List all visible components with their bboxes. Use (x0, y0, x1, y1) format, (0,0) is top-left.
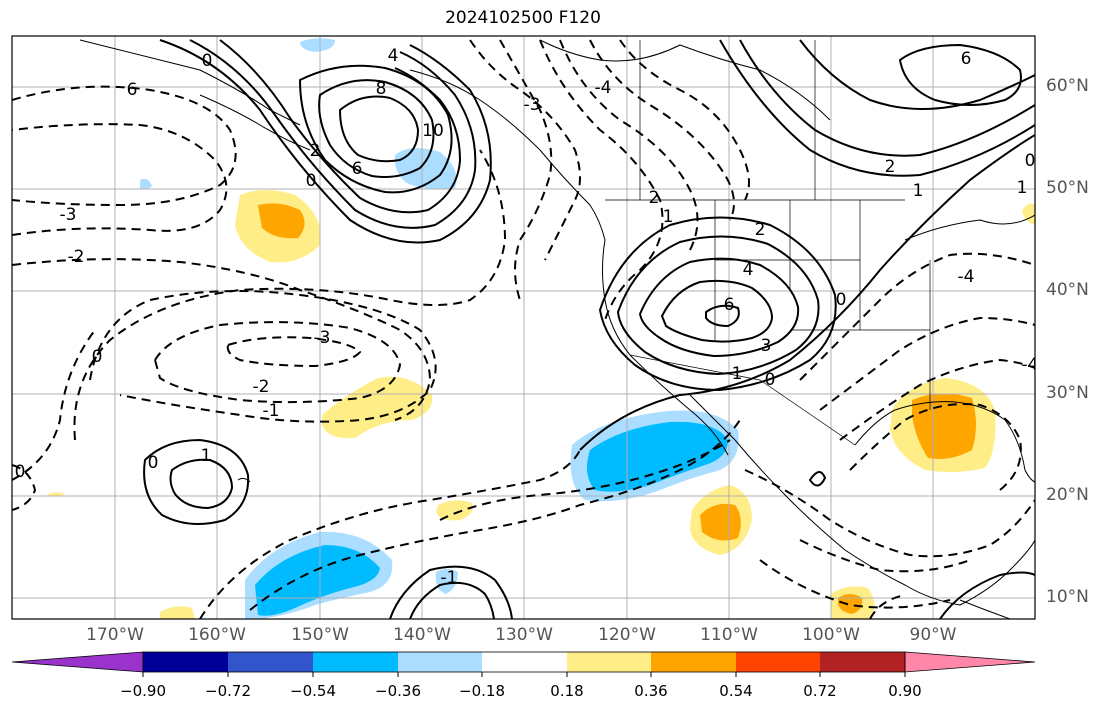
contour-label: -1 (263, 401, 280, 421)
lon-label: 110°W (700, 625, 758, 645)
lat-label: 50°N (1046, 178, 1089, 198)
fill-negative (435, 569, 458, 594)
fill-negative (140, 178, 152, 190)
colorbar-segment (736, 652, 820, 672)
colorbar-segment (651, 652, 736, 672)
contour-label: 1 (1017, 178, 1028, 198)
lon-label: 100°W (802, 625, 860, 645)
colorbar-tick-label: 0.72 (803, 682, 837, 700)
contour-label: 2 (310, 141, 321, 161)
colorbar-segment (313, 652, 398, 672)
contour-label: 0 (15, 462, 26, 482)
contour-label: -4 (595, 78, 612, 98)
coastlines (79, 39, 1035, 619)
contour-label: 0 (92, 347, 103, 367)
contour-label: 1 (913, 181, 924, 201)
lat-label: 30°N (1046, 383, 1089, 403)
contour-label: 0 (306, 171, 317, 191)
map-frame (11, 35, 1036, 620)
lat-label: 60°N (1046, 76, 1089, 96)
fill-positive (436, 500, 473, 521)
lon-label: 170°W (86, 625, 144, 645)
contour-label: 6 (961, 49, 972, 69)
fill-positive-core (700, 503, 741, 541)
contour-label: 1 (732, 364, 743, 384)
political-borders (605, 40, 931, 446)
fill-positive-core (258, 203, 305, 239)
negative-contours (12, 39, 1035, 619)
colorbar-segment (398, 652, 482, 672)
contour-label: -4 (958, 267, 975, 287)
contour-label: 6 (352, 159, 363, 179)
lon-label: 140°W (393, 625, 451, 645)
contour-label: 0 (148, 453, 159, 473)
contour-label: -4 (1022, 355, 1039, 375)
colorbar-segment (820, 652, 905, 672)
colorbar-tick-label: 0.36 (634, 682, 668, 700)
lon-label: 120°W (598, 625, 656, 645)
lat-label: 20°N (1046, 485, 1089, 505)
colorbar-outline (142, 651, 906, 673)
colorbar-segment (143, 652, 228, 672)
colorbar-tick-label: 0.18 (550, 682, 584, 700)
colorbar-min-arrow (11, 651, 144, 673)
lon-label: 90°W (909, 625, 957, 645)
contour-label: 0 (202, 51, 213, 71)
fill-positive (322, 376, 433, 439)
colorbar-tick-label: −0.18 (459, 682, 505, 700)
contour-label: -3 (524, 95, 541, 115)
contour-label: 0 (836, 290, 847, 310)
contour-label: 1 (201, 446, 212, 466)
colorbar (11, 651, 1036, 677)
shaded-anomalies (48, 38, 1035, 619)
contour-label: -3 (314, 328, 331, 348)
fill-positive-core (912, 393, 976, 459)
contour-label: 2 (885, 157, 896, 177)
contour-label: 10 (422, 121, 444, 141)
lon-label: 160°W (188, 625, 246, 645)
colorbar-segment (567, 652, 651, 672)
contour-label: 4 (388, 46, 399, 66)
fill-negative (394, 148, 457, 190)
contour-label: -1 (441, 568, 458, 588)
colorbar-tick-label: 0.90 (888, 682, 922, 700)
colorbar-segment (228, 652, 313, 672)
colorbar-tick-label: 0.54 (719, 682, 753, 700)
lon-label: 130°W (495, 625, 553, 645)
contour-labels: 6 0 -3 -2 0 -3 -2 -1 0 1 4 8 10 6 2 0 -4… (15, 46, 1039, 588)
contour-label: -3 (60, 205, 77, 225)
map-title: 2024102500 F120 (445, 8, 601, 28)
contour-label: -2 (68, 247, 85, 267)
fill-positive (160, 606, 195, 619)
colorbar-tick-label: −0.36 (375, 682, 421, 700)
contour-label: 4 (743, 260, 754, 280)
contour-label: 2 (649, 188, 660, 208)
contour-label: 8 (376, 79, 387, 99)
positive-contours (143, 39, 1035, 619)
contour-label: 0 (1025, 151, 1036, 171)
fill-positive (1022, 203, 1035, 225)
lat-label: 40°N (1046, 280, 1089, 300)
contour-label: 2 (755, 220, 766, 240)
contour-label: 6 (127, 80, 138, 100)
colorbar-tick-label: −0.54 (290, 682, 336, 700)
contour-label: -2 (253, 377, 270, 397)
contour-label: 0 (765, 370, 776, 390)
contour-label: 3 (761, 336, 772, 356)
lat-label: 10°N (1046, 587, 1089, 607)
colorbar-segment (482, 652, 567, 672)
colorbar-tick-label: −0.90 (120, 682, 166, 700)
lon-label: 150°W (291, 625, 349, 645)
fill-positive-core (838, 594, 863, 614)
contour-label: 6 (724, 295, 735, 315)
colorbar-tick-label: −0.72 (205, 682, 251, 700)
fill-negative-core (586, 421, 728, 492)
fill-negative (300, 38, 335, 52)
contour-label: 1 (663, 207, 674, 227)
grid-lines (12, 36, 1035, 619)
colorbar-max-arrow (904, 651, 1036, 673)
